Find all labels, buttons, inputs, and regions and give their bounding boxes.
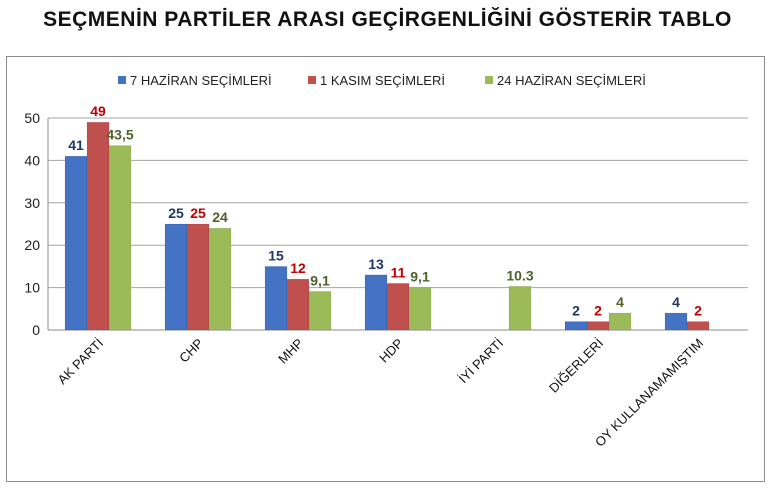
bar bbox=[186, 223, 210, 331]
category-label: MHP bbox=[275, 336, 306, 367]
data-label: 10.3 bbox=[506, 267, 533, 283]
data-label: 43,5 bbox=[106, 127, 133, 143]
bar bbox=[408, 287, 432, 331]
y-tick-label: 0 bbox=[32, 322, 40, 338]
bar bbox=[686, 321, 710, 331]
category-label: İYİ PARTİ bbox=[455, 336, 506, 387]
data-label: 4 bbox=[672, 294, 680, 310]
bar bbox=[664, 312, 688, 331]
bar bbox=[264, 266, 288, 331]
data-label: 25 bbox=[168, 205, 184, 221]
bar bbox=[208, 227, 232, 331]
data-label: 12 bbox=[290, 260, 306, 276]
legend-label: 24 HAZİRAN SEÇİMLERİ bbox=[497, 73, 646, 88]
bar bbox=[586, 321, 610, 331]
y-tick-label: 10 bbox=[24, 280, 40, 296]
category-label: HDP bbox=[376, 336, 406, 366]
data-label: 24 bbox=[212, 209, 228, 225]
bar bbox=[364, 274, 388, 331]
y-tick-label: 30 bbox=[24, 195, 40, 211]
bar bbox=[608, 312, 632, 331]
data-label: 13 bbox=[368, 256, 384, 272]
data-label: 41 bbox=[68, 137, 84, 153]
bar bbox=[108, 145, 132, 331]
data-label: 49 bbox=[90, 103, 106, 119]
bar bbox=[386, 283, 410, 331]
category-label: CHP bbox=[176, 336, 206, 366]
legend-swatch bbox=[118, 76, 126, 84]
data-label: 2 bbox=[694, 303, 702, 319]
bar bbox=[64, 155, 88, 331]
data-label: 15 bbox=[268, 247, 284, 263]
data-label: 2 bbox=[572, 303, 580, 319]
bar bbox=[308, 291, 332, 331]
bar bbox=[286, 278, 310, 331]
data-label: 4 bbox=[616, 294, 624, 310]
y-tick-label: 50 bbox=[24, 110, 40, 126]
data-label: 9,1 bbox=[310, 272, 330, 288]
category-label: DİĞERLERİ bbox=[546, 336, 606, 396]
chart-title: SEÇMENİN PARTİLER ARASI GEÇİRGENLİĞİNİ G… bbox=[43, 8, 732, 31]
data-label: 25 bbox=[190, 205, 206, 221]
y-tick-label: 20 bbox=[24, 237, 40, 253]
legend-label: 7 HAZİRAN SEÇİMLERİ bbox=[130, 73, 272, 88]
data-label: 11 bbox=[391, 264, 406, 280]
bar bbox=[564, 321, 588, 331]
category-label: AK PARTİ bbox=[54, 336, 106, 388]
data-label: 9,1 bbox=[410, 269, 430, 285]
bar bbox=[86, 121, 110, 331]
legend-swatch bbox=[485, 76, 493, 84]
data-label: 2 bbox=[594, 303, 602, 319]
bar bbox=[508, 286, 532, 331]
legend-label: 1 KASIM SEÇİMLERİ bbox=[320, 73, 445, 88]
chart-frame bbox=[6, 56, 765, 482]
category-label: OY KULLANAMAMIŞTIM bbox=[592, 336, 706, 450]
y-tick-label: 40 bbox=[24, 152, 40, 168]
bar bbox=[164, 223, 188, 331]
legend-swatch bbox=[308, 76, 316, 84]
